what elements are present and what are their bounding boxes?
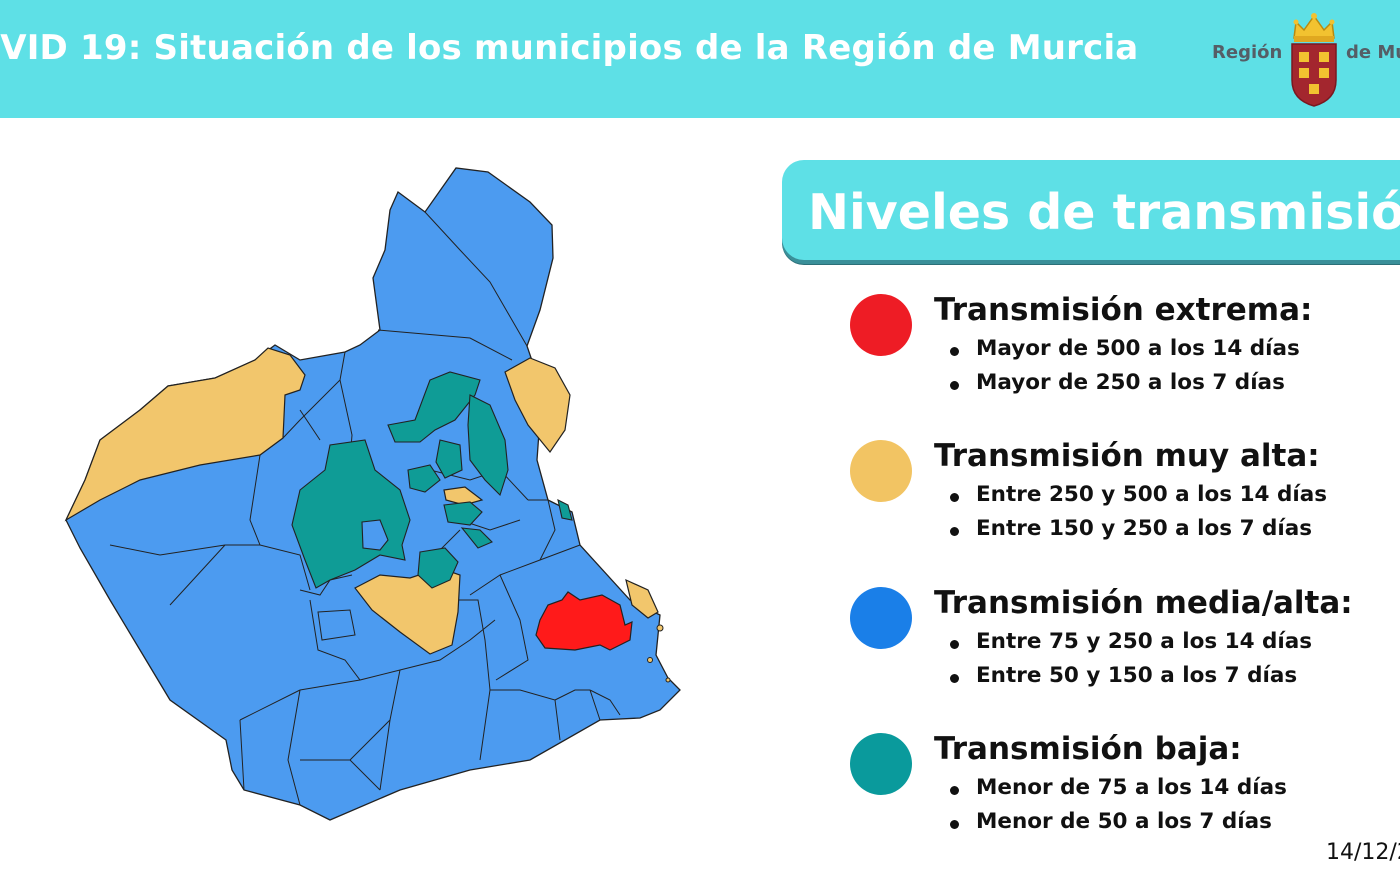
legend-label: Transmisión baja: (934, 731, 1242, 767)
logo-text-left: Región (1212, 42, 1283, 63)
extreme-zone (535, 591, 633, 651)
legend-bullets: Entre 75 y 250 a los 14 días Entre 50 y … (950, 629, 1312, 697)
very-high-zones (64, 347, 659, 655)
legend-title-banner: Niveles de transmisión (782, 160, 1400, 260)
legend-bullet: Menor de 75 a los 14 días (950, 775, 1287, 809)
legend-bullets: Menor de 75 a los 14 días Menor de 50 a … (950, 775, 1287, 843)
legend-bullet: Menor de 50 a los 7 días (950, 809, 1287, 843)
legend-title: Niveles de transmisión (808, 184, 1400, 241)
header-banner: OVID 19: Situación de los municipios de … (0, 0, 1400, 118)
legend-dot (850, 294, 912, 356)
legend-dot (850, 440, 912, 502)
legend-bullet: Entre 75 y 250 a los 14 días (950, 629, 1312, 663)
logo-text-right: de Mu (1346, 42, 1400, 63)
legend-bullets: Entre 250 y 500 a los 14 días Entre 150 … (950, 482, 1327, 550)
page-title: OVID 19: Situación de los municipios de … (0, 28, 1139, 68)
municipal-boundaries (109, 211, 621, 806)
legend-bullets: Mayor de 500 a los 14 días Mayor de 250 … (950, 336, 1300, 404)
legend-bullet: Entre 150 y 250 a los 7 días (950, 516, 1327, 550)
legend-label: Transmisión extrema: (934, 292, 1313, 328)
legend-bullet: Mayor de 500 a los 14 días (950, 336, 1300, 370)
report-date: 14/12/2 (1326, 840, 1400, 865)
legend-bullet: Entre 50 y 150 a los 7 días (950, 663, 1312, 697)
islands (647, 624, 671, 683)
legend-dot (850, 733, 912, 795)
coat-of-arms-icon (1291, 13, 1337, 107)
low-zones (291, 371, 573, 589)
legend-dot (850, 587, 912, 649)
legend-bullet: Entre 250 y 500 a los 14 días (950, 482, 1327, 516)
legend-label: Transmisión muy alta: (934, 438, 1320, 474)
legend-bullet: Mayor de 250 a los 7 días (950, 370, 1300, 404)
murcia-region-map (64, 167, 681, 821)
legend-label: Transmisión media/alta: (934, 585, 1353, 621)
